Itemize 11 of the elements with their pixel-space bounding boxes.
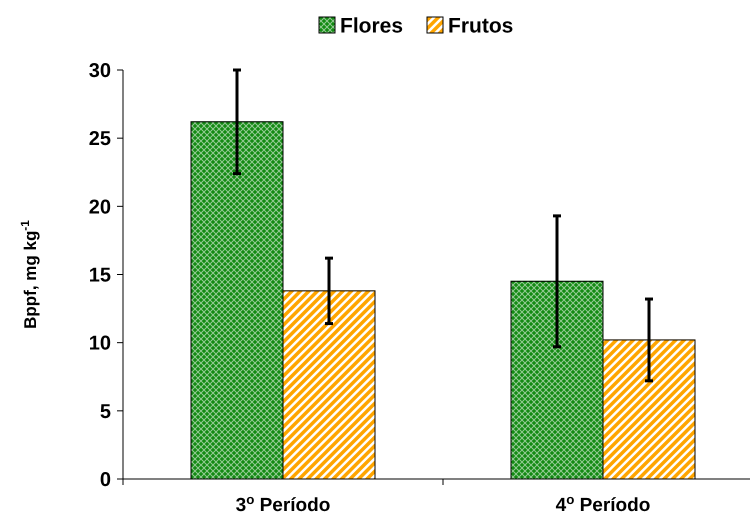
legend-label: Frutos xyxy=(448,14,514,38)
x-tick-label: 3$^{o}$ Período xyxy=(236,492,330,516)
x-tick-label: 4$^{o}$ Período xyxy=(556,492,650,516)
y-tick-label: 0 xyxy=(100,469,111,491)
y-tick-label: 15 xyxy=(88,264,111,286)
y-tick-label: 20 xyxy=(88,196,111,218)
legend-label: Flores xyxy=(340,14,404,38)
y-tick-label: 10 xyxy=(88,332,111,355)
y-tick-label: 25 xyxy=(88,128,111,150)
y-tick-label: 30 xyxy=(88,60,111,82)
y-tick-label: 5 xyxy=(100,400,111,423)
